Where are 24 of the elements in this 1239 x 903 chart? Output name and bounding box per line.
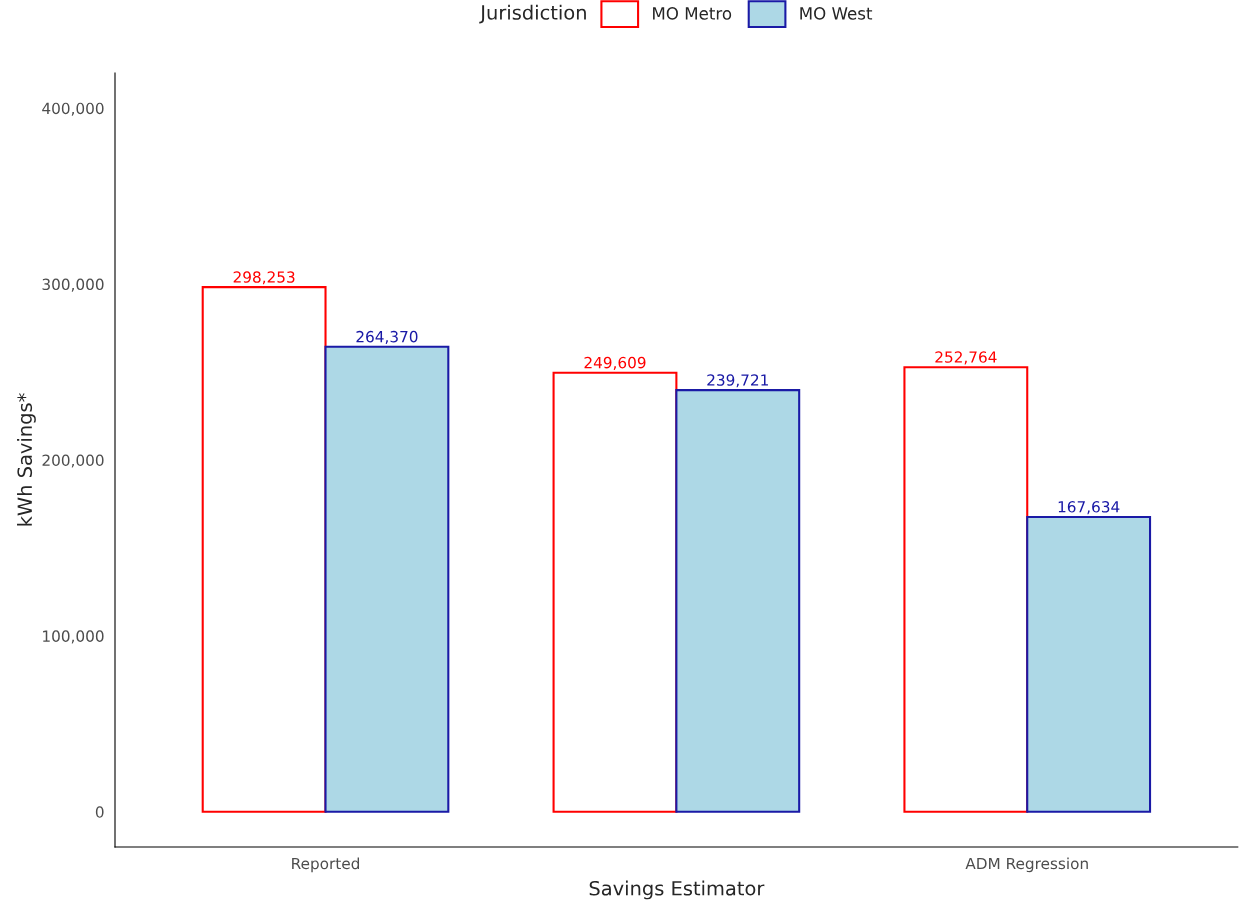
bar	[1026, 515, 1152, 813]
legend-label: MO West	[800, 7, 873, 20]
y-tick-label: 400,000	[42, 102, 104, 116]
bar	[675, 389, 801, 813]
data-label: 239,721	[707, 374, 768, 388]
legend-title: Jurisdiction	[479, 4, 586, 24]
y-tick-label: 200,000	[42, 454, 104, 468]
bar	[324, 345, 450, 813]
data-label: 249,609	[584, 356, 646, 370]
bar	[903, 366, 1029, 813]
x-tick-label: ADM Regression	[965, 857, 1088, 873]
data-label: 167,634	[1058, 501, 1120, 515]
bar	[201, 286, 327, 813]
data-label: 252,764	[935, 351, 997, 365]
data-label: 264,370	[356, 330, 418, 344]
x-axis-title: Savings Estimator	[589, 880, 765, 900]
bar	[552, 371, 678, 813]
legend-label: MO Metro	[653, 7, 732, 20]
y-tick-label: 0	[95, 806, 104, 818]
data-label: 298,253	[233, 271, 295, 285]
x-tick-label: Reported	[292, 857, 359, 873]
y-axis-title: kWh Savings*	[17, 393, 36, 526]
y-tick-label: 100,000	[43, 630, 104, 644]
y-tick-label: 300,000	[42, 278, 104, 292]
